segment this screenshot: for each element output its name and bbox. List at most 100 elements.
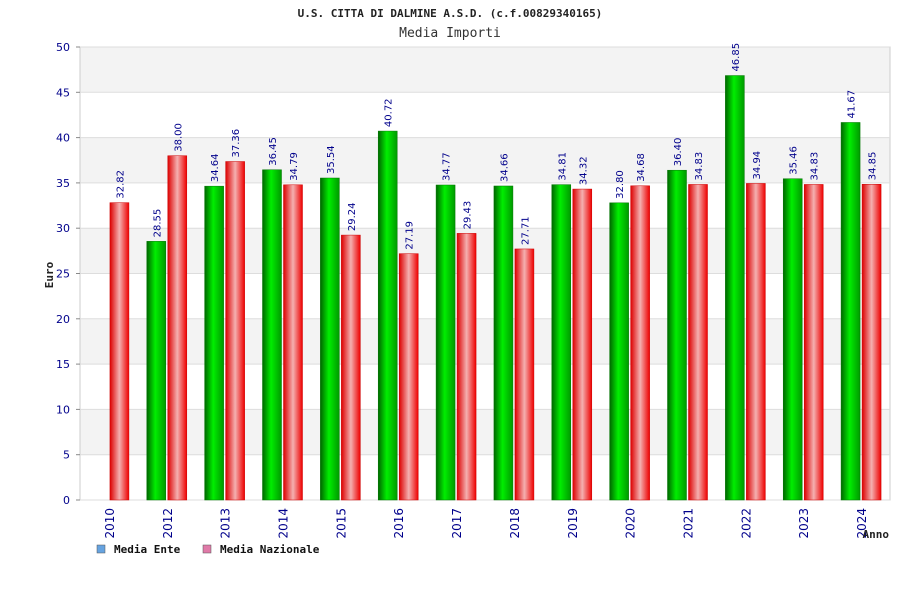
x-tick-label: 2010 xyxy=(103,508,117,539)
bar-media-nazionale xyxy=(225,161,245,501)
bar-media-ente xyxy=(725,75,745,501)
plot-band xyxy=(80,92,890,138)
bar-value-label: 41.67 xyxy=(847,90,858,119)
legend-swatch-media-nazionale xyxy=(202,544,212,554)
bar-value-label: 32.80 xyxy=(615,170,626,199)
chart-title: U.S. CITTA DI DALMINE A.S.D. (c.f.008293… xyxy=(298,7,603,20)
legend-label-media-ente: Media Ente xyxy=(114,543,181,556)
bar-media-nazionale xyxy=(803,184,824,501)
bar-value-label: 29.43 xyxy=(463,201,474,230)
y-tick-label: 0 xyxy=(63,494,70,507)
bar-media-nazionale xyxy=(109,202,130,501)
plot-band xyxy=(80,454,890,500)
bar-media-nazionale xyxy=(746,183,766,501)
x-tick-label: 2018 xyxy=(508,508,522,539)
bar-media-nazionale xyxy=(456,233,477,501)
plot-band xyxy=(80,182,890,229)
plot-band xyxy=(80,364,890,410)
y-tick-label: 40 xyxy=(56,132,70,145)
bar-media-ente xyxy=(551,184,572,501)
x-tick-label: 2016 xyxy=(392,508,406,539)
bar-value-label: 36.40 xyxy=(673,138,684,167)
x-tick-label: 2013 xyxy=(219,508,233,539)
x-tick-label: 2024 xyxy=(855,508,869,539)
bar-value-label: 34.85 xyxy=(868,152,879,181)
bar-media-ente xyxy=(840,122,861,501)
x-tick-label: 2012 xyxy=(161,508,175,539)
bar-value-label: 34.32 xyxy=(578,156,589,185)
bars xyxy=(109,75,882,501)
x-tick-label: 2020 xyxy=(624,508,638,539)
y-tick-label: 50 xyxy=(56,41,70,54)
plot-band xyxy=(80,228,890,274)
bar-value-label: 34.68 xyxy=(636,153,647,182)
x-tick-label: 2022 xyxy=(739,508,753,539)
bar-media-ente xyxy=(782,178,803,501)
y-tick-label: 10 xyxy=(56,403,70,416)
y-tick-label: 25 xyxy=(56,268,70,281)
bar-value-label: 37.36 xyxy=(231,129,242,158)
bar-value-label: 27.19 xyxy=(405,221,416,250)
bar-media-ente xyxy=(146,241,167,501)
legend: Media Ente Media Nazionale xyxy=(96,543,320,556)
x-tick-label: 2023 xyxy=(797,508,811,539)
bar-media-nazionale xyxy=(283,184,303,501)
y-tick-label: 20 xyxy=(56,313,70,326)
plot-band xyxy=(80,47,890,93)
bar-value-label: 34.94 xyxy=(752,151,763,180)
y-tick-label: 5 xyxy=(63,449,70,462)
bar-media-ente xyxy=(204,185,224,501)
bar-value-label: 34.81 xyxy=(557,152,568,181)
bar-value-label: 34.79 xyxy=(289,152,300,181)
bar-value-label: 34.66 xyxy=(499,153,510,182)
x-tick-label: 2021 xyxy=(682,508,696,539)
bar-media-nazionale xyxy=(167,155,188,501)
bar-value-label: 46.85 xyxy=(731,43,742,72)
y-tick-label: 15 xyxy=(56,358,70,371)
y-axis-ticks: 0 5 10 15 20 25 30 35 40 45 50 xyxy=(56,41,80,507)
bar-media-nazionale xyxy=(630,185,650,501)
bar-value-label: 32.82 xyxy=(115,170,126,199)
y-axis-label: Euro xyxy=(43,261,56,288)
bar-media-ente xyxy=(377,130,398,501)
bar-media-nazionale xyxy=(861,184,882,501)
bar-value-label: 27.71 xyxy=(520,216,531,245)
bar-media-nazionale xyxy=(572,188,593,501)
bar-media-ente xyxy=(609,202,629,501)
x-tick-label: 2019 xyxy=(566,508,580,539)
bar-value-label: 34.64 xyxy=(210,154,221,183)
bar-value-label: 38.00 xyxy=(173,123,184,152)
plot-band xyxy=(80,409,890,455)
bar-value-label: 34.83 xyxy=(694,152,705,181)
legend-swatch-media-ente xyxy=(96,544,106,554)
bar-media-nazionale xyxy=(398,253,419,501)
x-axis-label: Anno xyxy=(863,528,890,541)
bar-media-ente xyxy=(262,169,282,501)
bar-media-ente xyxy=(320,177,340,501)
y-tick-label: 30 xyxy=(56,222,70,235)
bar-media-ente xyxy=(667,169,687,501)
bar-value-label: 29.24 xyxy=(347,202,358,231)
legend-label-media-nazionale: Media Nazionale xyxy=(220,543,320,556)
y-tick-label: 35 xyxy=(56,177,70,190)
chart-subtitle: Media Importi xyxy=(399,26,501,41)
x-tick-label: 2015 xyxy=(334,508,348,539)
plot-band xyxy=(80,318,890,365)
bar-media-nazionale xyxy=(341,234,361,501)
bar-media-ente xyxy=(435,184,456,501)
y-tick-label: 45 xyxy=(56,86,70,99)
plot-band xyxy=(80,273,890,319)
bar-media-ente xyxy=(493,185,514,501)
bar-value-label: 40.72 xyxy=(384,98,395,127)
bar-value-label: 36.45 xyxy=(268,137,279,166)
bar-value-label: 35.54 xyxy=(326,145,337,174)
value-labels: 32.82 28.55 38.00 34.64 37.36 36.45 34.79 35.54… xyxy=(115,43,878,250)
bar-value-label: 34.77 xyxy=(442,152,453,181)
plot-band xyxy=(80,137,890,183)
bar-value-label: 28.55 xyxy=(152,209,163,238)
x-tick-label: 2014 xyxy=(277,508,291,539)
bar-media-nazionale xyxy=(688,184,708,501)
bar-media-nazionale xyxy=(514,248,535,501)
